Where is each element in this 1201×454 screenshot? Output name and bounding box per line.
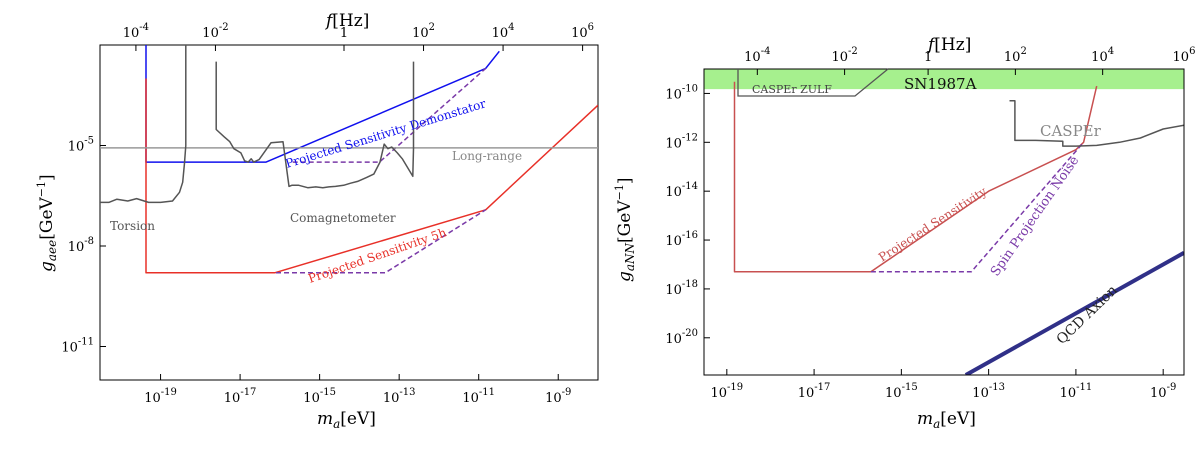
y-tick-label-0: 10-10	[665, 83, 698, 102]
series-line-3	[276, 209, 487, 274]
x-tick-label-0: 10-19	[144, 387, 177, 406]
x-tick-label-4: 10-11	[462, 387, 495, 406]
left-x-ticks: 10-19 10-17 10-15 10-13 10-11 10-9	[144, 374, 571, 406]
x-tick-label-3: 10-13	[972, 382, 1005, 401]
right-plot-frame	[703, 68, 1185, 376]
top-tick-label-4: 104	[1091, 46, 1114, 65]
right-chart: 10-19 10-17 10-15 10-13 10-11 10-9 10-10 10-12…	[613, 35, 1195, 431]
series-line-1	[145, 78, 598, 274]
left-y-axis-label: gaee[GeV−1]	[35, 174, 59, 272]
left-annotation-torsion: Torsion	[110, 219, 155, 233]
right-annotation-sn1987a: SN1987A	[904, 75, 977, 93]
right-annotation-spin-noise: Spin Projection Noise	[988, 153, 1083, 279]
right-top-ticks: 10-4 10-2 1 102 104 106	[744, 46, 1195, 75]
series-line-2	[1009, 100, 1184, 147]
x-tick-label-2: 10-15	[303, 387, 336, 406]
left-top-axis-label: f[Hz]	[324, 11, 369, 31]
left-chart: 10-19 10-17 10-15 10-13 10-11 10-9 10-510-810…	[35, 11, 599, 431]
series-line-1	[870, 141, 1085, 273]
left-annotation-longrange: Long-range	[452, 149, 522, 163]
right-y-ticks: 10-10 10-12 10-14 10-16 10-18 10-20	[665, 83, 710, 347]
y-tick-label-3: 10-16	[665, 230, 698, 249]
y-tick-label-2: 10-14	[665, 181, 698, 200]
x-tick-label-0: 10-19	[710, 382, 743, 401]
top-tick-label-0: 10-4	[123, 22, 149, 41]
right-plot-area	[733, 81, 1184, 375]
top-tick-label-1: 10-2	[831, 46, 857, 65]
top-tick-label-2: 1	[924, 50, 932, 65]
right-annotation-casper-zulf: CASPEr ZULF	[752, 83, 832, 96]
y-tick-label-2: 10-11	[61, 337, 94, 356]
band-0	[704, 69, 1184, 90]
left-plot-area	[100, 45, 598, 274]
left-top-ticks: 10-4 10-2 1 102 104 106	[123, 22, 594, 51]
y-tick-label-4: 10-18	[665, 279, 698, 298]
left-x-axis-label: ma[eV]	[317, 409, 376, 431]
right-x-axis-label: ma[eV]	[917, 409, 976, 431]
right-y-axis-label: gaNN[GeV−1]	[613, 178, 637, 282]
y-tick-label-0: 10-5	[68, 136, 94, 155]
series-line-0	[145, 45, 500, 163]
left-plot-frame	[99, 44, 599, 381]
left-annotation-5h: Projected Sensitivity 5h	[306, 225, 448, 286]
right-annotation-projected: Projected Sensitivity	[876, 184, 989, 264]
left-annotation-comagnetometer: Comagnetometer	[290, 211, 396, 225]
top-tick-label-4: 104	[492, 22, 515, 41]
y-tick-label-1: 10-12	[665, 132, 698, 151]
x-tick-label-3: 10-13	[383, 387, 416, 406]
y-tick-label-5: 10-20	[665, 328, 698, 347]
right-annotation-qcd: QCD Axion	[1054, 282, 1121, 348]
x-tick-label-1: 10-17	[224, 387, 257, 406]
left-y-ticks: 10-5 10-8 10-11	[61, 136, 106, 356]
right-casper-zulf-line	[737, 68, 889, 97]
top-tick-label-1: 10-2	[202, 22, 228, 41]
x-tick-label-2: 10-15	[885, 382, 918, 401]
series-line-0	[733, 81, 1098, 273]
series-line-2	[292, 67, 487, 163]
x-tick-label-5: 10-9	[1150, 382, 1176, 401]
x-tick-label-5: 10-9	[545, 387, 571, 406]
right-top-axis-label: f[Hz]	[926, 35, 971, 55]
top-tick-label-5: 106	[1173, 46, 1196, 65]
top-tick-label-3: 102	[412, 22, 435, 41]
top-tick-label-2: 1	[340, 26, 348, 41]
series-line-6	[215, 61, 415, 189]
top-tick-label-3: 102	[1004, 46, 1027, 65]
top-tick-label-5: 106	[571, 22, 594, 41]
right-annotation-casper: CASPEr	[1040, 122, 1102, 140]
series-line-3	[964, 251, 1184, 375]
right-x-ticks: 10-19 10-17 10-15 10-13 10-11 10-9	[710, 369, 1176, 401]
x-tick-label-1: 10-17	[798, 382, 831, 401]
top-tick-label-0: 10-4	[744, 46, 770, 65]
right-bands	[704, 69, 1184, 90]
x-tick-label-4: 10-11	[1060, 382, 1093, 401]
y-tick-label-1: 10-8	[68, 236, 94, 255]
series-line-5	[100, 45, 187, 204]
